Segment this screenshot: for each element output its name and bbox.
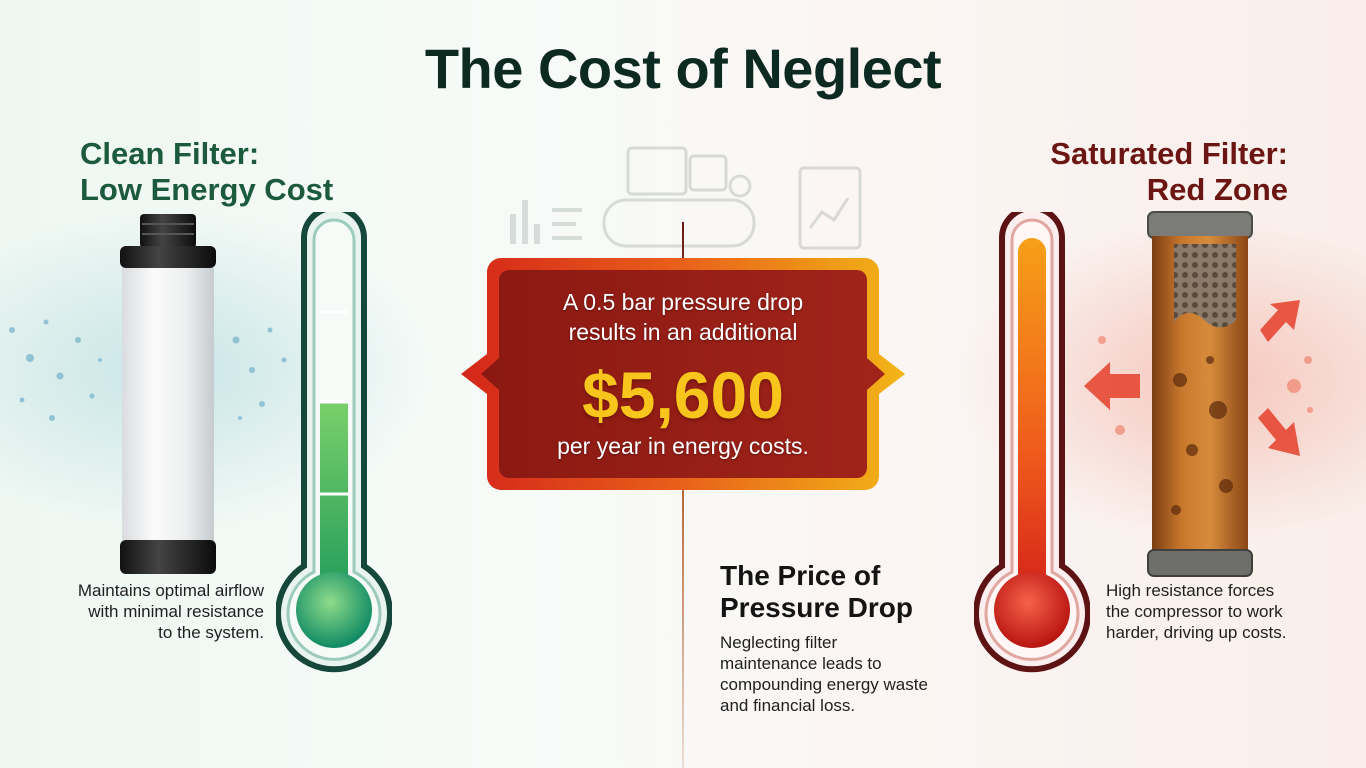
clean-filter-icon — [120, 214, 216, 574]
clean-filter-heading-line1: Clean Filter: — [80, 136, 260, 171]
price-heading-line2: Pressure Drop — [720, 592, 913, 623]
price-heading-line1: The Price of — [720, 560, 881, 591]
compressor-background-icon — [510, 146, 862, 250]
clean-caption-line3: to the system. — [158, 623, 264, 642]
clean-caption-line2: with minimal resistance — [88, 602, 264, 621]
saturated-filter-heading-line1: Saturated Filter: — [1050, 136, 1288, 171]
heat-arrows-icon — [1084, 300, 1313, 456]
clean-filter-heading: Clean Filter: Low Energy Cost — [80, 136, 333, 208]
callout-badge-shape — [461, 258, 905, 490]
price-text-line2: maintenance leads to — [720, 654, 882, 673]
cost-callout: A 0.5 bar pressure drop results in an ad… — [461, 252, 905, 496]
callout-amount: $5,600 — [582, 358, 784, 432]
callout-line3: per year in energy costs. — [557, 433, 809, 459]
saturated-caption-line3: harder, driving up costs. — [1106, 623, 1287, 642]
clean-filter-caption: Maintains optimal airflow with minimal r… — [42, 580, 264, 643]
callout-line1: A 0.5 bar pressure drop — [562, 289, 804, 315]
saturated-filter-heading: Saturated Filter: Red Zone — [1050, 136, 1288, 208]
clean-caption-line1: Maintains optimal airflow — [77, 581, 264, 600]
price-of-pressure-drop-heading: The Price of Pressure Drop — [720, 560, 913, 624]
center-divider — [682, 222, 684, 768]
price-text-line1: Neglecting filter — [720, 633, 838, 652]
callout-line2: results in an additional — [568, 319, 798, 345]
price-text-line4: and financial loss. — [720, 696, 856, 715]
price-text-line3: compounding energy waste — [720, 675, 928, 694]
green-thermometer-icon — [276, 212, 392, 673]
red-thermometer-icon — [974, 212, 1090, 673]
saturated-caption-line2: the compressor to work — [1106, 602, 1283, 621]
page-title: The Cost of Neglect — [424, 37, 942, 100]
saturated-caption-line1: High resistance forces — [1106, 581, 1275, 600]
airflow-particles — [9, 319, 287, 421]
clean-filter-heading-line2: Low Energy Cost — [80, 172, 334, 207]
saturated-filter-caption: High resistance forces the compressor to… — [1106, 580, 1336, 643]
saturated-filter-heading-line2: Red Zone — [1146, 172, 1288, 207]
clogged-filter-icon — [1147, 211, 1253, 577]
price-of-pressure-drop-text: Neglecting filter maintenance leads to c… — [720, 632, 980, 716]
